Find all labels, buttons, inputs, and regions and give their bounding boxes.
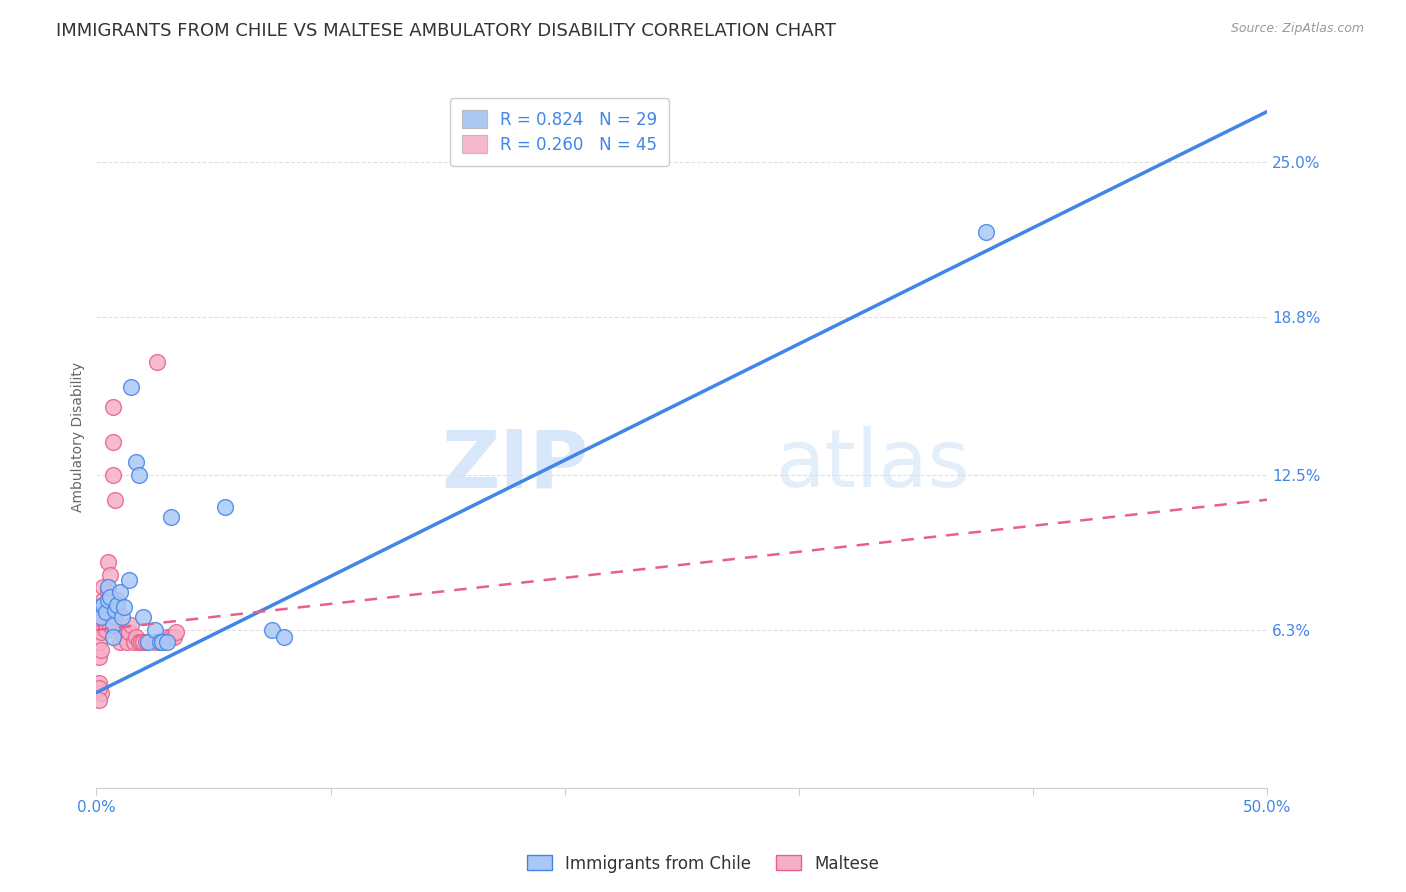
- Point: [101, 467, 124, 482]
- Legend: R = 0.824   N = 29, R = 0.260   N = 45: R = 0.824 N = 29, R = 0.260 N = 45: [450, 98, 669, 166]
- Point: [121, 380, 143, 394]
- Point: [87, 635, 110, 649]
- Point: [160, 510, 183, 524]
- Text: ZIP: ZIP: [441, 426, 588, 504]
- Legend: Immigrants from Chile, Maltese: Immigrants from Chile, Maltese: [520, 848, 886, 880]
- Point: [118, 573, 141, 587]
- Point: [976, 225, 998, 239]
- Point: [122, 635, 145, 649]
- Point: [135, 635, 157, 649]
- Point: [136, 635, 159, 649]
- Point: [97, 585, 120, 599]
- Point: [108, 585, 131, 599]
- Point: [149, 635, 172, 649]
- Point: [125, 631, 148, 645]
- Point: [94, 606, 117, 620]
- Point: [143, 635, 166, 649]
- Point: [156, 631, 179, 645]
- Text: Source: ZipAtlas.com: Source: ZipAtlas.com: [1230, 22, 1364, 36]
- Point: [143, 623, 166, 637]
- Point: [165, 625, 187, 640]
- Point: [146, 355, 169, 369]
- Point: [163, 631, 186, 645]
- Point: [104, 603, 127, 617]
- Point: [90, 643, 112, 657]
- Point: [107, 593, 129, 607]
- Point: [132, 635, 155, 649]
- Point: [160, 631, 183, 645]
- Point: [94, 623, 117, 637]
- Point: [132, 610, 155, 624]
- Point: [214, 500, 236, 515]
- Point: [100, 567, 122, 582]
- Point: [273, 631, 295, 645]
- Point: [101, 435, 124, 450]
- Point: [156, 635, 179, 649]
- Point: [104, 610, 127, 624]
- Y-axis label: Ambulatory Disability: Ambulatory Disability: [72, 362, 86, 512]
- Point: [101, 400, 124, 414]
- Point: [93, 580, 115, 594]
- Point: [115, 635, 138, 649]
- Point: [118, 625, 141, 640]
- Point: [129, 635, 152, 649]
- Point: [90, 685, 112, 699]
- Point: [87, 675, 110, 690]
- Point: [93, 610, 115, 624]
- Point: [87, 693, 110, 707]
- Point: [107, 598, 129, 612]
- Point: [100, 618, 122, 632]
- Point: [97, 580, 120, 594]
- Point: [90, 600, 112, 615]
- Point: [101, 618, 124, 632]
- Point: [93, 593, 115, 607]
- Point: [114, 600, 136, 615]
- Text: atlas: atlas: [776, 426, 970, 504]
- Point: [101, 631, 124, 645]
- Point: [128, 635, 150, 649]
- Point: [94, 606, 117, 620]
- Point: [87, 650, 110, 665]
- Point: [94, 618, 117, 632]
- Point: [111, 610, 134, 624]
- Point: [90, 625, 112, 640]
- Point: [260, 623, 283, 637]
- Point: [97, 600, 120, 615]
- Point: [150, 635, 173, 649]
- Point: [100, 591, 122, 605]
- Point: [108, 635, 131, 649]
- Point: [111, 625, 134, 640]
- Point: [128, 467, 150, 482]
- Point: [87, 618, 110, 632]
- Point: [90, 610, 112, 624]
- Point: [125, 455, 148, 469]
- Point: [104, 492, 127, 507]
- Point: [93, 598, 115, 612]
- Point: [87, 600, 110, 615]
- Text: IMMIGRANTS FROM CHILE VS MALTESE AMBULATORY DISABILITY CORRELATION CHART: IMMIGRANTS FROM CHILE VS MALTESE AMBULAT…: [56, 22, 837, 40]
- Point: [87, 681, 110, 695]
- Point: [97, 555, 120, 569]
- Point: [114, 631, 136, 645]
- Point: [121, 618, 143, 632]
- Point: [97, 593, 120, 607]
